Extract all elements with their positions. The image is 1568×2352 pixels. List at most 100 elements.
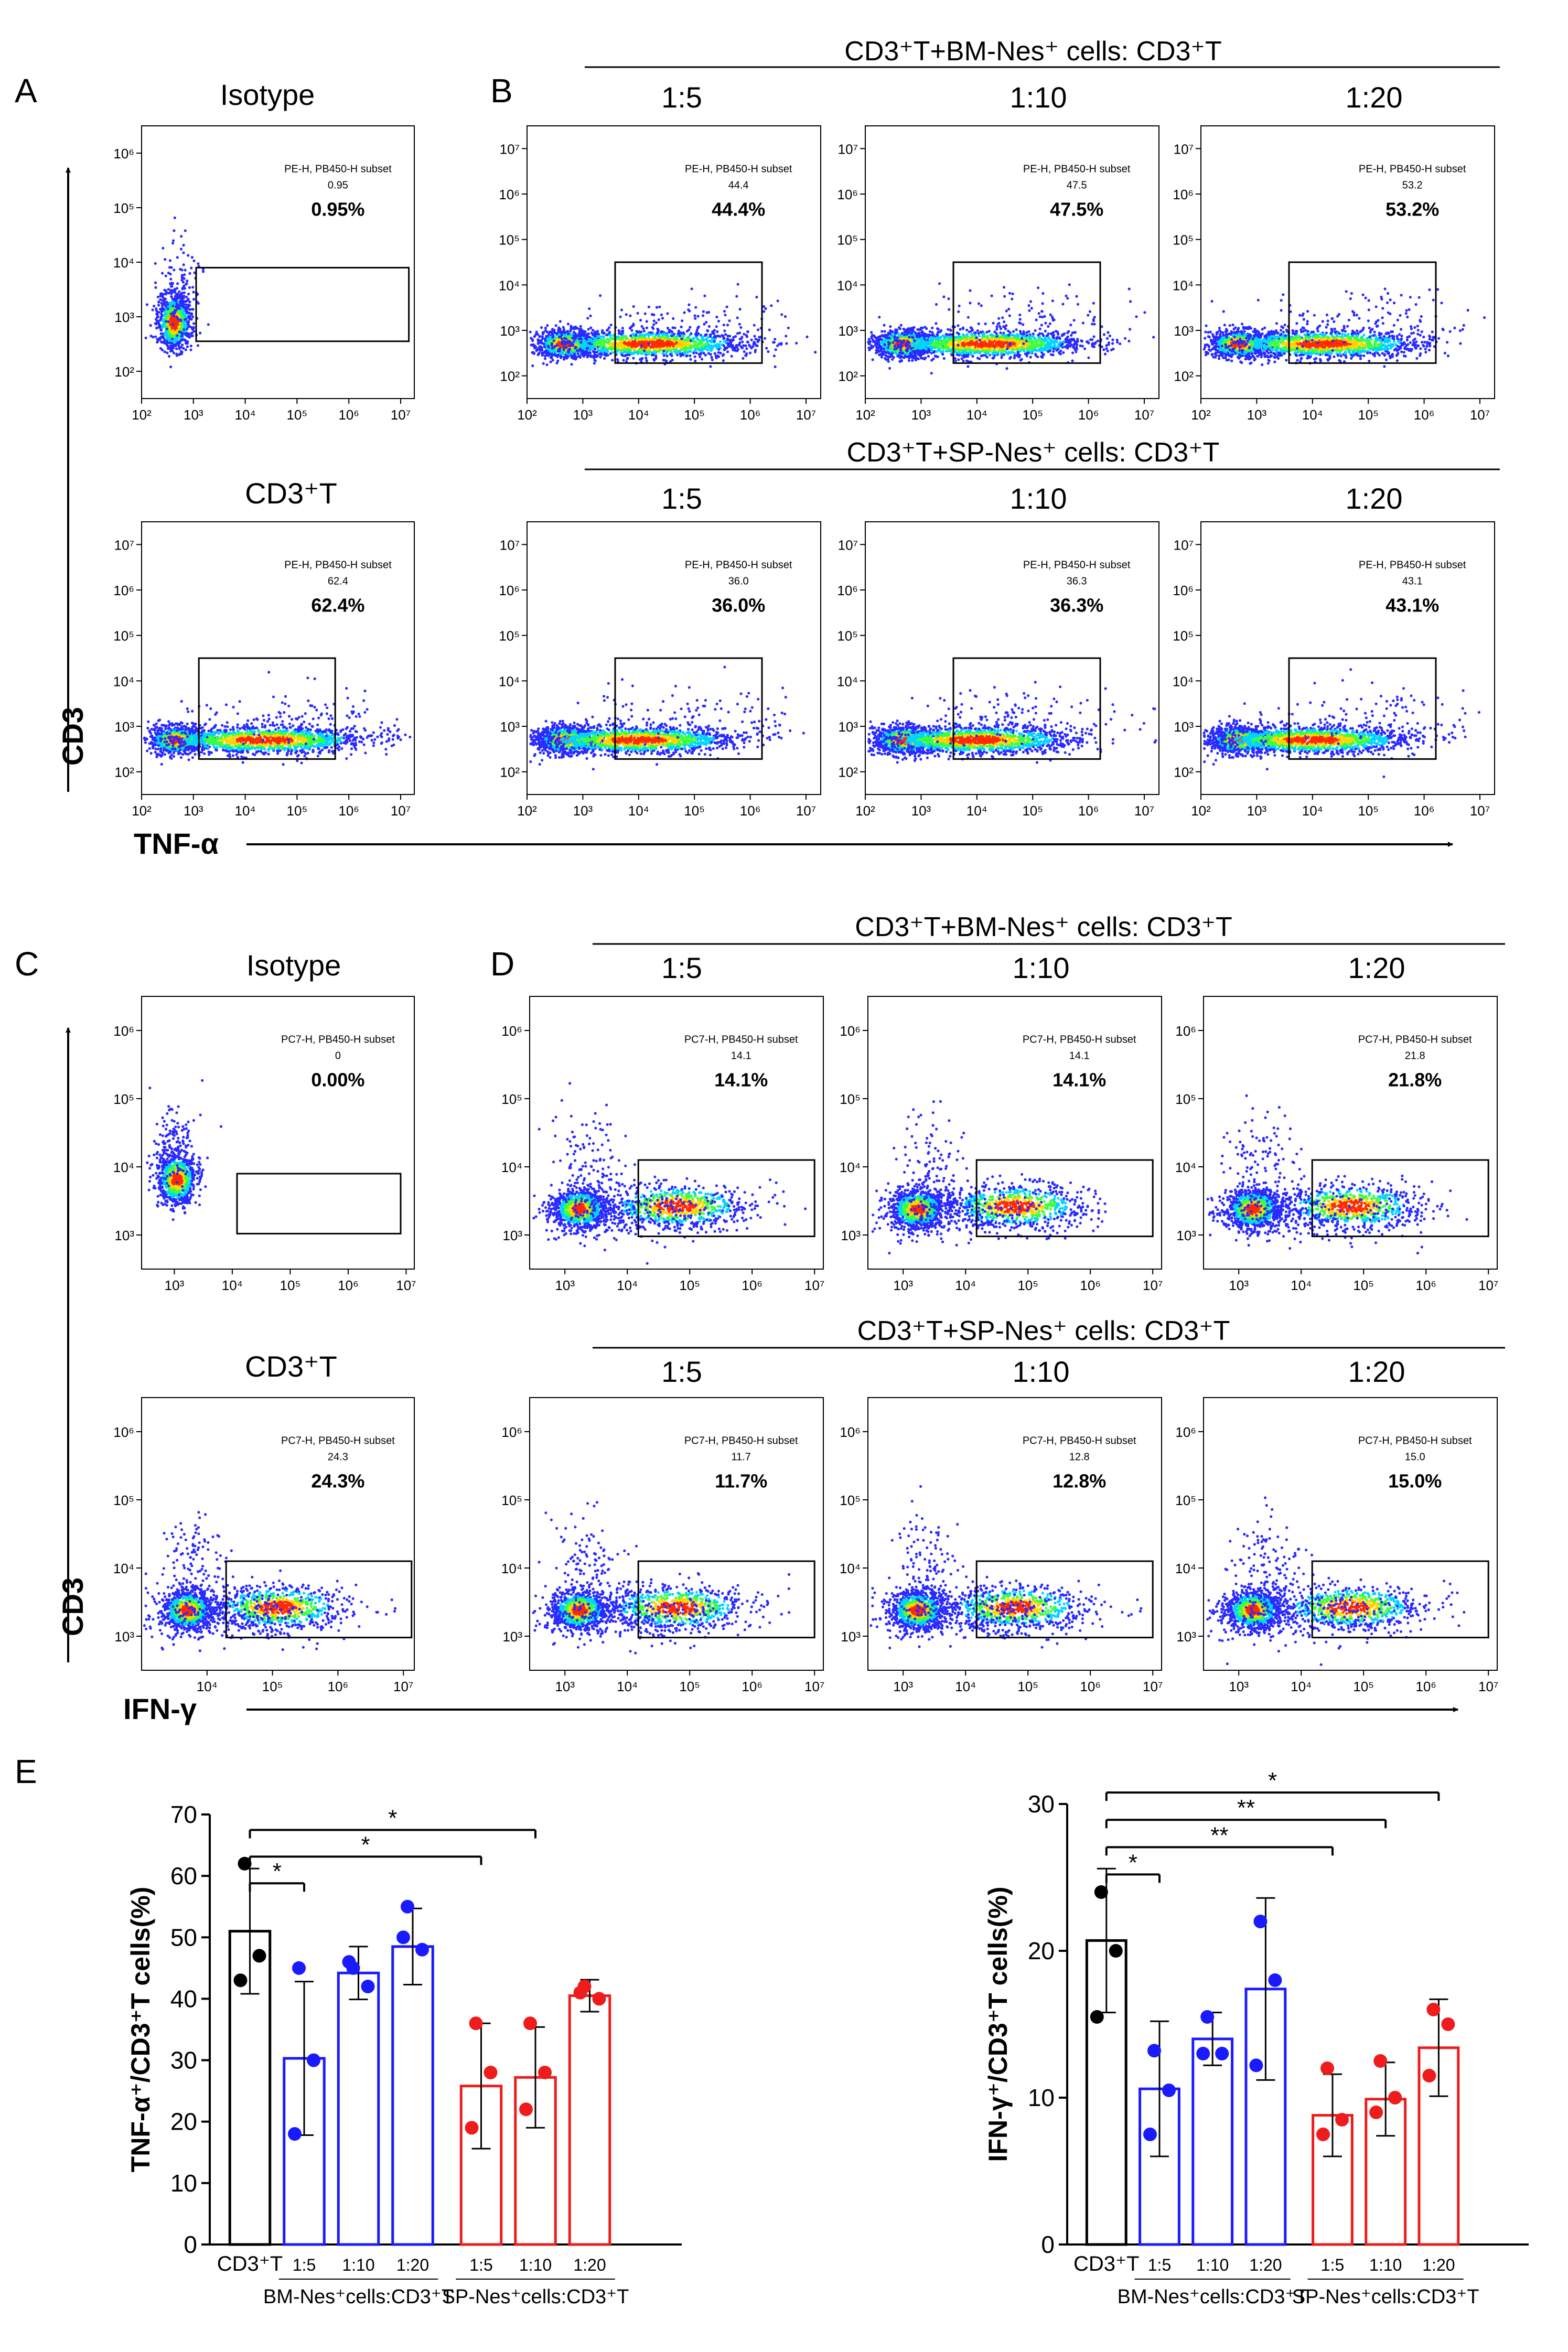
group-title-D-sp: CD3⁺T+SP-Nes⁺ cells: CD3⁺T [857, 1316, 1230, 1346]
x-tick-label: 10² [132, 803, 152, 819]
gate-value: 36.0 [728, 576, 749, 587]
y-tick-label: 10⁴ [840, 1561, 861, 1576]
gate-label: PE-H, PB450-H subset [284, 163, 392, 175]
gate-value: 62.4 [328, 576, 348, 587]
x-tick-label: 10⁵ [679, 1679, 700, 1694]
x-tick-label: 10³ [1247, 407, 1267, 423]
scatter-dots [143, 1511, 396, 1652]
x-axis-label-AB: TNF-α [134, 827, 219, 860]
gate-box [638, 1160, 814, 1237]
y-tick-label: 60 [170, 1862, 197, 1889]
y-tick-label: 10⁶ [1175, 1023, 1196, 1039]
x-tick-label: 10² [855, 803, 875, 819]
ratio-B-1: 1:5 [661, 81, 702, 114]
data-point [1090, 2010, 1104, 2024]
gate-box [237, 1174, 401, 1233]
x-tick-label: 1:10 [1196, 2256, 1229, 2274]
y-tick-label: 10 [1028, 2084, 1055, 2111]
y-tick-label: 10⁴ [501, 1561, 522, 1576]
data-point [234, 1973, 248, 1987]
x-tick-label: 10⁴ [628, 407, 649, 423]
ratio-B-5: 1:10 [1010, 482, 1067, 515]
x-tick-label: 10⁵ [280, 1277, 301, 1293]
x-tick-label: 10⁶ [1078, 803, 1099, 819]
y-tick-label: 10 [170, 2170, 197, 2197]
group-label: SP-Nes⁺cells:CD3⁺T [442, 2286, 629, 2308]
gate-label: PE-H, PB450-H subset [1359, 163, 1466, 175]
gate-value: 0.95 [328, 180, 348, 191]
y-tick-label: 10⁷ [1174, 537, 1194, 553]
x-tick-label: 10⁴ [966, 407, 987, 423]
y-tick-label: 10⁷ [838, 141, 858, 157]
scatter-dots [867, 681, 1157, 764]
plot-title-A1: Isotype [220, 78, 315, 111]
x-tick-label: 10⁶ [338, 803, 359, 819]
data-point [1162, 2083, 1176, 2097]
gate-value: 53.2 [1402, 180, 1423, 191]
data-point [484, 2066, 498, 2079]
gate-percent: 24.3% [311, 1470, 364, 1492]
panel-letter-A: A [15, 72, 37, 110]
x-tick-label: 10² [1191, 407, 1211, 423]
x-tick-label: 10⁷ [1143, 1277, 1163, 1293]
gate-percent: 14.1% [1053, 1069, 1106, 1091]
gate-percent: 44.4% [712, 199, 765, 220]
x-tick-label: 1:10 [1369, 2256, 1402, 2274]
y-tick-label: 10⁶ [501, 1424, 522, 1440]
x-tick-label: 1:10 [519, 2256, 552, 2274]
y-tick-label: 0 [1041, 2231, 1055, 2258]
x-tick-label: 10⁵ [1353, 1679, 1374, 1694]
x-tick-label: 10⁴ [197, 1679, 218, 1694]
panel-letter-D: D [490, 945, 514, 983]
data-point [1388, 2091, 1402, 2104]
x-tick-label: 10⁴ [235, 803, 256, 819]
y-tick-label: 10⁴ [113, 255, 134, 271]
y-tick-label: 10² [500, 765, 520, 780]
gate-percent: 21.8% [1388, 1069, 1442, 1091]
y-tick-label: 10⁶ [501, 1023, 522, 1039]
x-tick-label: 10⁶ [740, 407, 761, 423]
significance-label: * [273, 1859, 282, 1884]
data-point [465, 2121, 479, 2134]
y-tick-label: 30 [1028, 1790, 1055, 1818]
gate-label: PE-H, PB450-H subset [1359, 559, 1466, 571]
plot-title-C2: CD3⁺T [245, 1350, 337, 1383]
gate-percent: 12.8% [1053, 1470, 1106, 1492]
gate-percent: 15.0% [1388, 1470, 1442, 1492]
x-tick-label: 10³ [1247, 803, 1267, 819]
y-tick-label: 10⁵ [113, 200, 134, 216]
gate-percent: 14.1% [714, 1069, 768, 1091]
significance-label: * [361, 1832, 370, 1857]
x-tick-label: 10⁶ [1415, 1679, 1436, 1694]
x-tick-label: 10⁴ [955, 1277, 976, 1293]
x-tick-label: 1:20 [1249, 2256, 1282, 2274]
gate-label: PE-H, PB450-H subset [1023, 559, 1131, 571]
gate-label: PC7-H, PB450-H subset [1023, 1034, 1136, 1045]
y-tick-label: 10⁵ [113, 1091, 134, 1107]
x-tick-label: 10⁷ [796, 407, 816, 423]
y-tick-label: 10⁶ [1173, 583, 1194, 598]
y-tick-label: 10⁶ [113, 146, 134, 162]
y-tick-label: 10³ [502, 1629, 522, 1645]
x-tick-label: CD3⁺T [1073, 2252, 1140, 2275]
y-axis-label-CD: CD3 [56, 1577, 89, 1636]
significance-label: ** [1210, 1822, 1228, 1848]
data-point [1373, 2054, 1387, 2068]
gate-label: PC7-H, PB450-H subset [684, 1435, 798, 1446]
group-title-B-bm: CD3⁺T+BM-Nes⁺ cells: CD3⁺T [844, 36, 1221, 67]
x-tick-label: 10³ [893, 1277, 913, 1293]
y-axis-label: IFN-γ⁺/CD3⁺T cells(%) [983, 1886, 1013, 2162]
gate-label: PE-H, PB450-H subset [685, 163, 792, 175]
x-tick-label: 10⁶ [740, 803, 761, 819]
y-tick-label: 10⁷ [838, 537, 858, 553]
x-tick-label: 10² [855, 407, 875, 423]
y-tick-label: 10³ [500, 719, 520, 735]
data-point [1200, 2010, 1214, 2024]
bar [393, 1947, 433, 2244]
